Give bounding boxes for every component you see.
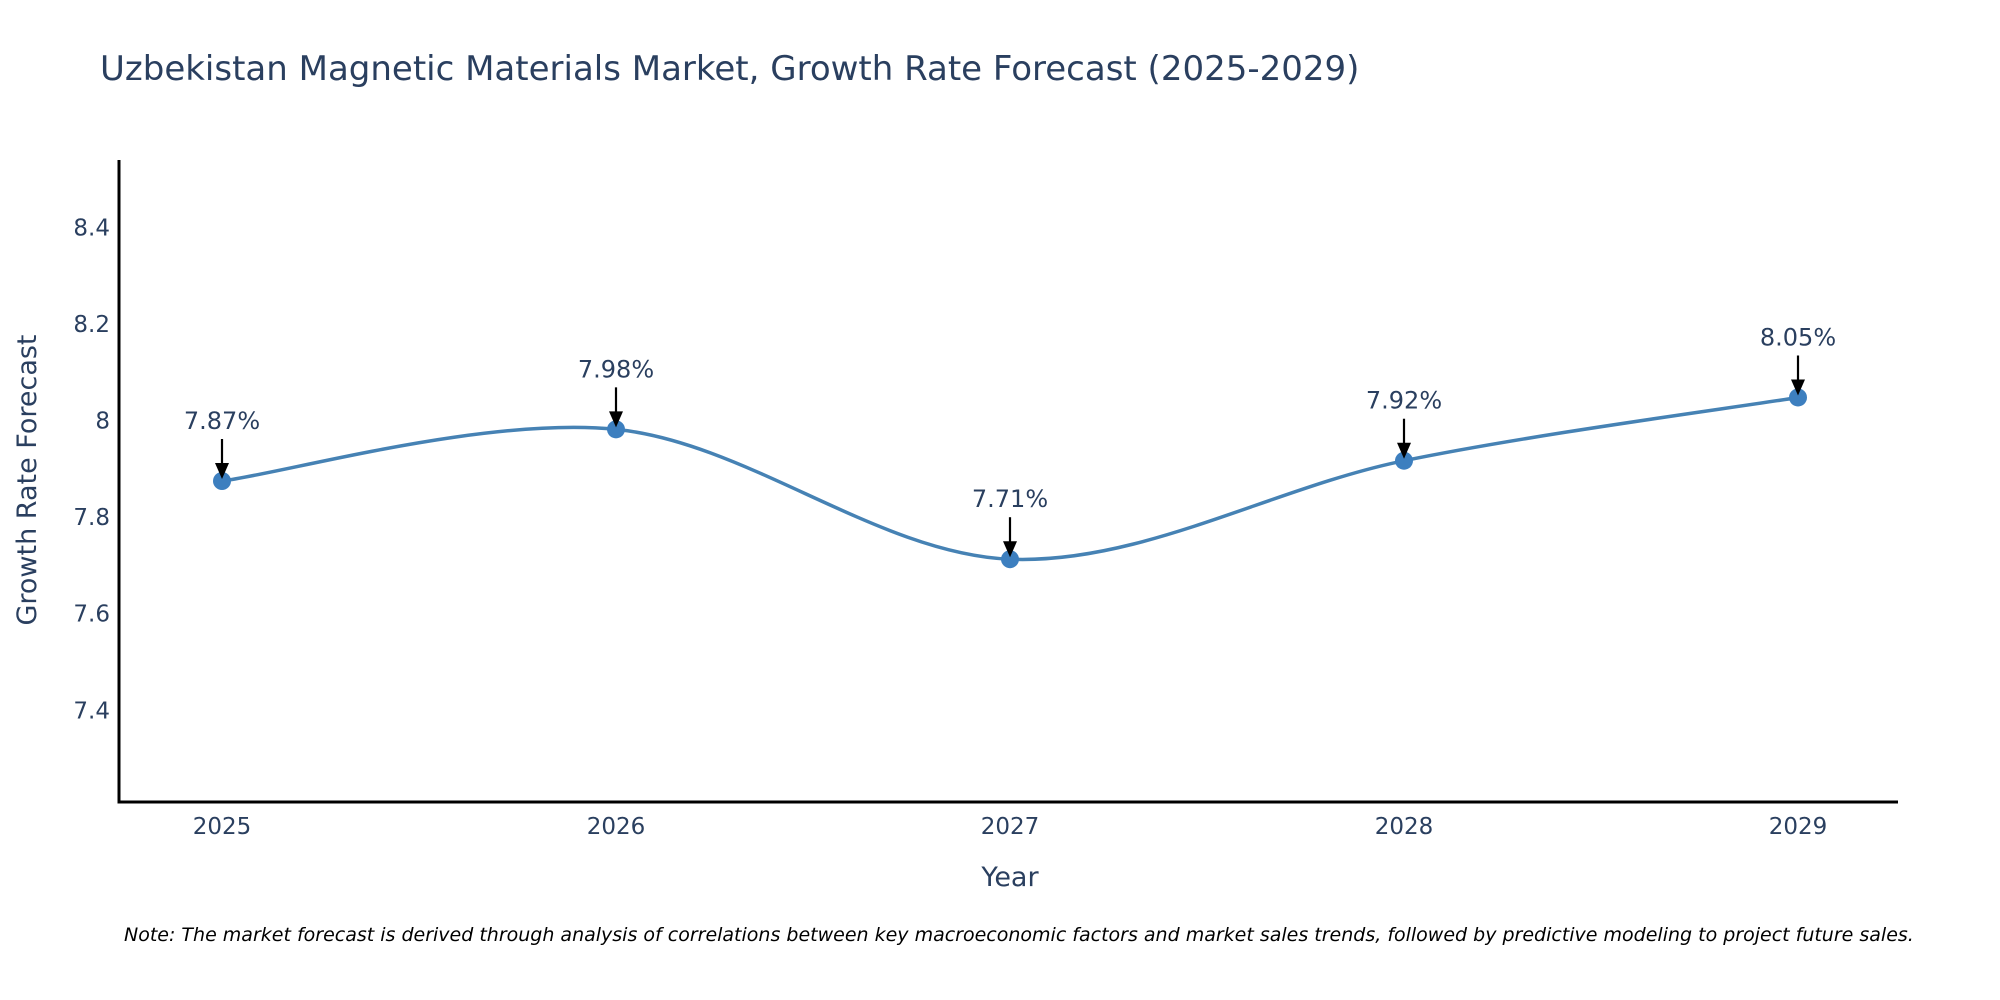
x-tick-label: 2025: [193, 814, 252, 840]
x-axis-title: Year: [980, 862, 1039, 893]
x-tick-label: 2028: [1375, 814, 1434, 840]
y-tick-label: 8.4: [73, 216, 110, 242]
annotation-arrowhead: [1003, 541, 1017, 558]
y-tick-label: 8: [95, 409, 110, 435]
data-label: 7.98%: [578, 355, 654, 383]
x-tick-label: 2029: [1769, 814, 1828, 840]
x-axis-ticks: 2025 2026 2027 2028 2029: [193, 814, 1828, 840]
x-tick-label: 2027: [981, 814, 1040, 840]
y-tick-label: 7.4: [73, 698, 110, 724]
data-label: 8.05%: [1760, 323, 1836, 351]
data-point: [1001, 550, 1019, 569]
annotation-arrowhead: [1397, 442, 1411, 459]
chart-title: Uzbekistan Magnetic Materials Market, Gr…: [100, 49, 1359, 89]
y-tick-label: 7.6: [73, 602, 110, 628]
data-point: [1789, 388, 1807, 407]
data-label: 7.87%: [184, 407, 260, 435]
data-annotations: 7.87% 7.98% 7.71% 7.92% 8.05%: [184, 323, 1836, 558]
annotation-arrowhead: [609, 411, 623, 428]
data-label: 7.92%: [1366, 387, 1442, 415]
y-axis-title: Growth Rate Forecast: [12, 334, 43, 625]
data-point: [213, 472, 231, 490]
data-point: [1395, 451, 1413, 470]
data-point: [607, 420, 625, 439]
y-axis-ticks: 7.4 7.6 7.8 8 8.2 8.4: [73, 216, 110, 725]
data-markers: [213, 388, 1807, 569]
annotation-arrowhead: [1791, 379, 1805, 396]
y-tick-label: 8.2: [73, 312, 110, 338]
x-tick-label: 2026: [587, 814, 646, 840]
footnote: Note: The market forecast is derived thr…: [124, 924, 1914, 946]
data-label: 7.71%: [972, 485, 1048, 513]
y-tick-label: 7.8: [73, 505, 110, 531]
annotation-arrowhead: [215, 463, 229, 479]
